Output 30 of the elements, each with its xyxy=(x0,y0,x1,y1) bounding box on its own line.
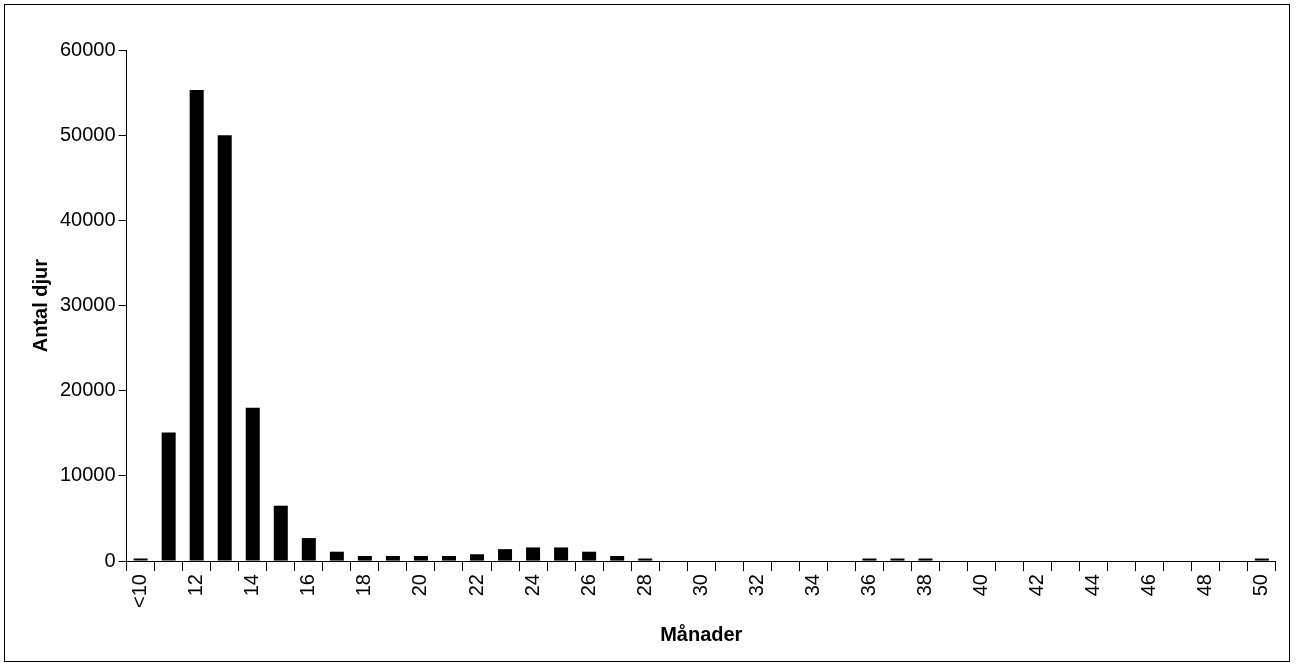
x-tick-label: 12 xyxy=(184,574,207,597)
x-tick-label: 36 xyxy=(856,574,879,597)
x-tick-label: 38 xyxy=(913,574,936,597)
x-tick-label: 22 xyxy=(464,574,487,597)
x-tick-label: 14 xyxy=(240,574,263,597)
x-tick-label: 20 xyxy=(408,574,431,597)
x-tick-label: 18 xyxy=(352,574,375,597)
x-tick-label: 32 xyxy=(744,574,767,597)
x-tick-label: 16 xyxy=(296,574,319,597)
x-tick-label: 50 xyxy=(1249,574,1272,597)
y-tick-label: 30000 xyxy=(59,293,116,316)
y-tick-label: 50000 xyxy=(59,122,116,145)
y-tick-label: 20000 xyxy=(59,378,116,401)
x-tick-label: 28 xyxy=(632,574,655,597)
x-tick-label: 42 xyxy=(1025,574,1048,597)
x-tick-label: 44 xyxy=(1081,574,1104,597)
y-tick-label: 40000 xyxy=(59,207,116,230)
y-tick-label: 10000 xyxy=(59,463,116,486)
x-tick-label: 40 xyxy=(969,574,992,597)
y-tick-label: 60000 xyxy=(59,37,116,60)
x-tick-label: <10 xyxy=(128,574,151,609)
y-axis-title: Antal djur xyxy=(28,258,51,353)
x-axis-title: Månader xyxy=(660,622,743,645)
x-tick-label: 30 xyxy=(688,574,711,597)
x-tick-label: 26 xyxy=(576,574,599,597)
x-tick-label: 46 xyxy=(1137,574,1160,597)
x-tick-label: 24 xyxy=(520,574,543,597)
x-tick-label: 34 xyxy=(800,574,823,597)
y-tick-label: 0 xyxy=(104,548,116,571)
x-tick-label: 48 xyxy=(1193,574,1216,597)
